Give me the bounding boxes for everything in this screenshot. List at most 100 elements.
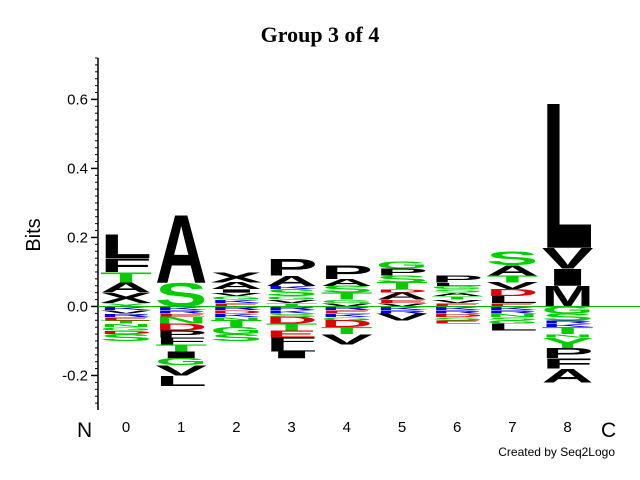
logo-letter: P bbox=[542, 345, 594, 361]
logo-stacks: YXATFLKVRETNGDSSAKRENDPFTIGVLEKGVIAXRDKN… bbox=[100, 58, 594, 389]
logo-letter: X bbox=[100, 290, 152, 306]
logo-letter: D bbox=[486, 287, 538, 298]
logo-letter: T bbox=[376, 280, 428, 291]
logo-letter: S bbox=[266, 287, 318, 298]
logo-letter: T bbox=[100, 319, 152, 324]
logo-letter: G bbox=[376, 260, 428, 271]
logo-letter: L bbox=[486, 294, 538, 305]
logo-letter: T bbox=[486, 273, 538, 284]
logo-letter: P bbox=[266, 254, 318, 281]
x-tick-label: 2 bbox=[232, 419, 240, 436]
logo-letter: Y bbox=[542, 335, 594, 351]
x-tick-label: 7 bbox=[508, 419, 516, 436]
logo-letter: G bbox=[321, 316, 373, 321]
logo-letter: L bbox=[486, 322, 538, 333]
logo-letter: R bbox=[376, 309, 428, 314]
logo-letter: T bbox=[266, 322, 318, 333]
x-tick-label: 1 bbox=[177, 419, 185, 436]
logo-letter: A bbox=[100, 280, 152, 296]
logo-letter: A bbox=[486, 262, 538, 278]
logo-letter: L bbox=[431, 281, 483, 286]
logo-letter: E bbox=[431, 319, 483, 324]
logo-letter: I bbox=[542, 264, 594, 291]
logo-letter: I bbox=[155, 349, 207, 360]
logo-letter: T bbox=[542, 325, 594, 336]
y-axis-label: Bits bbox=[23, 218, 45, 251]
logo-letter: N bbox=[542, 333, 594, 338]
logo-letter: L bbox=[155, 373, 207, 389]
logo-letter: G bbox=[431, 285, 483, 290]
x-tick-label: 8 bbox=[563, 419, 571, 436]
logo-letter: R bbox=[486, 309, 538, 314]
logo-letter: K bbox=[486, 306, 538, 311]
logo-letter: S bbox=[210, 332, 262, 343]
logo-letter: S bbox=[431, 316, 483, 321]
y-tick-label: 0.4 bbox=[67, 160, 88, 177]
logo-letter: A bbox=[155, 196, 207, 304]
logo-letter: K bbox=[542, 323, 594, 328]
logo-letter: V bbox=[100, 309, 152, 314]
logo-letter: R bbox=[100, 312, 152, 317]
logo-letter: K bbox=[266, 309, 318, 314]
x-tick-label: 0 bbox=[122, 419, 130, 436]
logo-letter: A bbox=[431, 292, 483, 297]
logo-letter: T bbox=[210, 318, 262, 329]
logo-letter: I bbox=[266, 349, 318, 360]
logo-letter: V bbox=[321, 302, 373, 307]
logo-letter: P bbox=[376, 267, 428, 278]
logo-letter: E bbox=[321, 309, 373, 314]
logo-letter: K bbox=[376, 306, 428, 311]
logo-letter: D bbox=[266, 315, 318, 326]
logo-letter: F bbox=[542, 355, 594, 371]
logo-letter: K bbox=[321, 312, 373, 317]
logo-letter: T bbox=[321, 325, 373, 336]
logo-letter: K bbox=[431, 306, 483, 311]
logo-letter: D bbox=[321, 318, 373, 329]
logo-letter: K bbox=[155, 306, 207, 311]
logo-letter: L bbox=[542, 58, 594, 292]
logo-letter: R bbox=[266, 306, 318, 311]
logo-letter: T bbox=[155, 343, 207, 354]
y-tick-label: 0.2 bbox=[67, 229, 88, 246]
logo-letter: E bbox=[155, 312, 207, 317]
logo-letter: S bbox=[321, 284, 373, 295]
logo-letter: E bbox=[100, 316, 152, 321]
logo-letter: G bbox=[542, 305, 594, 316]
logo-letter: G bbox=[100, 326, 152, 331]
logo-letter: S bbox=[486, 248, 538, 270]
logo-letter: N bbox=[155, 315, 207, 326]
logo-letter: E bbox=[210, 302, 262, 307]
logo-letter: R bbox=[210, 306, 262, 311]
x-tick-label: 5 bbox=[398, 419, 406, 436]
logo-letter: V bbox=[487, 280, 539, 291]
logo-letter: E bbox=[431, 302, 483, 307]
logo-letter: A bbox=[376, 291, 428, 302]
logo-letter: R bbox=[431, 309, 483, 314]
logo-letter: T bbox=[266, 302, 318, 307]
logo-letter: I bbox=[210, 288, 262, 293]
c-terminus-label: C bbox=[601, 419, 616, 442]
logo-letter: Y bbox=[100, 302, 152, 307]
logo-letter: K bbox=[266, 285, 318, 290]
x-tick-label: 4 bbox=[343, 419, 351, 436]
y-tick-label: 0.0 bbox=[67, 298, 88, 315]
logo-letter: G bbox=[210, 326, 262, 337]
y-axis: -0.2 0.0 0.2 0.4 0.6 bbox=[62, 57, 99, 410]
logo-letter: G bbox=[321, 299, 373, 304]
y-tick-label: 0.6 bbox=[67, 91, 88, 108]
logo-letter: E bbox=[266, 329, 318, 340]
logo-letter: S bbox=[431, 288, 483, 293]
logo-letter: V bbox=[266, 299, 318, 304]
logo-letter: S bbox=[100, 332, 152, 343]
logo-letter: M bbox=[542, 281, 594, 313]
logo-letter: V bbox=[211, 292, 263, 297]
